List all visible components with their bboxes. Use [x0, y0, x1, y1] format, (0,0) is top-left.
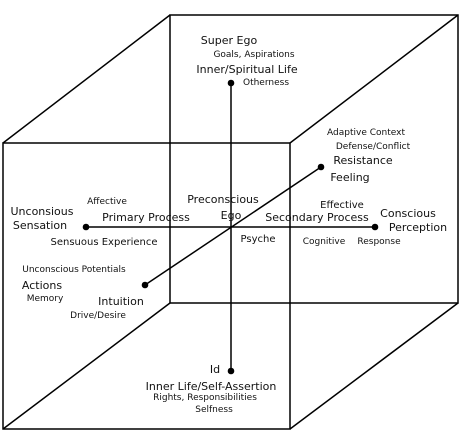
edge-bottom-right — [289, 302, 459, 430]
label-resistance: Resistance — [333, 154, 393, 167]
label-inner-spiritual-life: Inner/Spiritual Life — [196, 63, 298, 76]
front-face — [2, 142, 291, 430]
label-inner-life-self-assertion: Inner Life/Self-Assertion — [145, 380, 277, 393]
label-drive-desire: Drive/Desire — [70, 311, 126, 321]
label-unconscious: Unconsious — [10, 205, 74, 218]
label-psyche: Psyche — [240, 234, 276, 245]
dot-id — [227, 367, 235, 375]
label-adaptive-context: Adaptive Context — [327, 128, 405, 138]
label-goals-aspirations: Goals, Aspirations — [213, 50, 295, 60]
label-feeling: Feeling — [330, 171, 370, 184]
label-conscious: Conscious — [380, 207, 436, 220]
back-face — [169, 14, 459, 304]
diagonal-axis — [144, 166, 322, 286]
edge-top-left — [2, 14, 171, 144]
label-affective: Affective — [87, 197, 127, 207]
label-otherness: Otherness — [242, 78, 290, 88]
label-cognitive: Cognitive — [302, 237, 346, 247]
label-secondary-process: Secondary Process — [265, 211, 369, 224]
label-super-ego: Super Ego — [200, 34, 258, 47]
label-id: Id — [209, 363, 221, 376]
label-defense-conflict: Defense/Conflict — [335, 142, 411, 152]
label-perception: Perception — [388, 221, 448, 234]
label-primary-process: Primary Process — [102, 211, 190, 224]
label-sensation: Sensation — [12, 219, 68, 232]
label-sensuous-experience: Sensuous Experience — [50, 237, 158, 248]
label-ego: Ego — [220, 209, 242, 222]
dot-conscious — [371, 223, 379, 231]
label-memory: Memory — [26, 294, 64, 304]
label-selfness: Selfness — [195, 405, 233, 415]
label-rights-responsibilities: Rights, Responsibilities — [153, 393, 257, 403]
label-response: Response — [357, 237, 401, 247]
label-effective: Effective — [320, 200, 364, 211]
edge-top-right — [289, 14, 459, 144]
label-preconscious: Preconscious — [187, 193, 259, 206]
dot-resistance — [317, 163, 325, 171]
label-actions: Actions — [21, 279, 63, 292]
label-intuition: Intuition — [98, 295, 144, 308]
label-unconscious-potentials: Unconscious Potentials — [22, 265, 126, 275]
edge-bottom-left — [2, 302, 171, 430]
dot-super-ego — [227, 79, 235, 87]
dot-unconscious — [82, 223, 90, 231]
dot-intuition — [141, 281, 149, 289]
